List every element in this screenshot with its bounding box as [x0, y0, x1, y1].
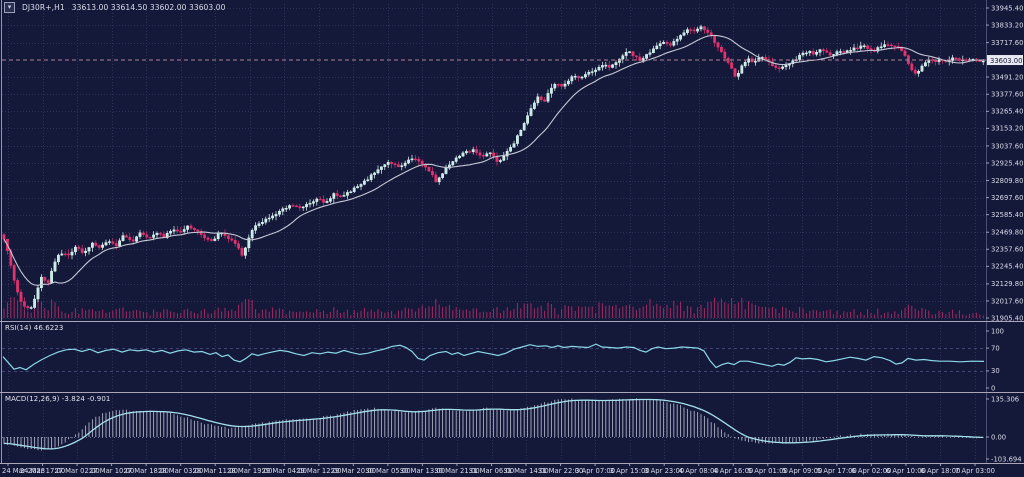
current-price-marker: 33603.00 — [2, 55, 1023, 66]
svg-text:3 Apr 15:00: 3 Apr 15:00 — [610, 467, 650, 475]
svg-text:29 Mar 20:00: 29 Mar 20:00 — [331, 467, 376, 475]
svg-text:28 Mar 03:00: 28 Mar 03:00 — [158, 467, 203, 475]
svg-text:5 Apr 09:00: 5 Apr 09:00 — [782, 467, 822, 475]
svg-text:27 Mar 10:00: 27 Mar 10:00 — [89, 467, 134, 475]
svg-text:32809.80: 32809.80 — [991, 177, 1023, 185]
svg-text:24 Mar 2023: 24 Mar 2023 — [2, 467, 45, 475]
grid-layer — [2, 4, 986, 319]
svg-text:27 Mar 02:00: 27 Mar 02:00 — [54, 467, 99, 475]
svg-text:33037.60: 33037.60 — [991, 142, 1023, 150]
panel-separator[interactable] — [0, 321, 1024, 322]
svg-text:31 Mar 06:00: 31 Mar 06:00 — [469, 467, 514, 475]
svg-text:32469.80: 32469.80 — [991, 229, 1023, 237]
svg-text:28 Mar 19:00: 28 Mar 19:00 — [227, 467, 272, 475]
macd-panel[interactable]: 135.306 0.00 -103.694 MACD(12,26,9) -3.824… — [0, 393, 1024, 463]
rsi-grid — [2, 325, 986, 389]
svg-text:3 Apr 07:00: 3 Apr 07:00 — [575, 467, 615, 475]
chart-menu-icon[interactable]: ▾ — [4, 2, 15, 13]
macd-canvas[interactable]: 135.306 0.00 -103.694 — [0, 393, 1024, 463]
macd-signal-line — [3, 398, 984, 450]
panel-separator — [0, 463, 1024, 464]
svg-text:30 Mar 13:00: 30 Mar 13:00 — [400, 467, 445, 475]
svg-text:7 Apr 03:00: 7 Apr 03:00 — [955, 467, 995, 475]
svg-text:32017.60: 32017.60 — [991, 297, 1023, 305]
svg-text:70: 70 — [991, 344, 1000, 352]
svg-text:-103.694: -103.694 — [991, 455, 1022, 463]
svg-text:29 Mar 12:00: 29 Mar 12:00 — [296, 467, 341, 475]
svg-text:29 Mar 04:00: 29 Mar 04:00 — [262, 467, 307, 475]
price-chart-canvas[interactable]: 33603.00 33945.40 33833.20 33717.60 33491.20… — [0, 0, 1024, 321]
volume-bars — [3, 297, 984, 318]
svg-text:33945.40: 33945.40 — [991, 4, 1023, 12]
svg-text:28 Mar 11:00: 28 Mar 11:00 — [193, 467, 238, 475]
svg-text:31905.40: 31905.40 — [991, 314, 1023, 321]
chart-ohlc-values: 33613.00 33614.50 33602.00 33603.00 — [71, 3, 226, 12]
svg-text:32585.40: 32585.40 — [991, 211, 1023, 219]
svg-text:5 Apr 01:00: 5 Apr 01:00 — [748, 467, 788, 475]
svg-text:30: 30 — [991, 367, 1000, 375]
svg-text:135.306: 135.306 — [991, 395, 1019, 403]
svg-text:100: 100 — [991, 327, 1004, 335]
chart-symbol-timeframe: DJ30R+,H1 — [22, 3, 65, 12]
svg-text:33603.00: 33603.00 — [990, 57, 1022, 65]
rsi-axis-labels: 100 70 30 0 — [986, 322, 1004, 392]
svg-text:31 Mar 14:00: 31 Mar 14:00 — [503, 467, 548, 475]
svg-text:6 Apr 18:00: 6 Apr 18:00 — [920, 467, 960, 475]
svg-text:0: 0 — [991, 384, 995, 392]
price-axis-labels: 33945.40 33833.20 33717.60 33491.20 33377.60… — [986, 0, 1023, 321]
svg-text:27 Mar 18:00: 27 Mar 18:00 — [123, 467, 168, 475]
svg-text:32925.40: 32925.40 — [991, 159, 1023, 167]
price-chart-panel[interactable]: 33603.00 33945.40 33833.20 33717.60 33491.20… — [0, 0, 1024, 321]
rsi-panel[interactable]: 100 70 30 0 RSI(14) 46.6223 — [0, 322, 1024, 392]
svg-text:33265.40: 33265.40 — [991, 108, 1023, 116]
svg-text:0.00: 0.00 — [991, 433, 1006, 441]
svg-text:24 Mar 17:00: 24 Mar 17:00 — [20, 467, 65, 475]
svg-text:33833.20: 33833.20 — [991, 21, 1023, 29]
time-axis[interactable]: 24 Mar 2023 24 Mar 17:00 27 Mar 02:00 27 Ma… — [0, 464, 1024, 477]
ma-line — [3, 34, 984, 286]
rsi-canvas[interactable]: 100 70 30 0 — [0, 322, 1024, 392]
svg-text:30 Mar 21:00: 30 Mar 21:00 — [434, 467, 479, 475]
svg-text:6 Apr 10:00: 6 Apr 10:00 — [886, 467, 926, 475]
panel-separator[interactable] — [0, 392, 1024, 393]
macd-histogram — [3, 398, 984, 451]
svg-text:33377.60: 33377.60 — [991, 91, 1023, 99]
macd-axis-labels: 135.306 0.00 -103.694 — [986, 393, 1022, 463]
svg-text:4 Apr 08:00: 4 Apr 08:00 — [679, 467, 719, 475]
svg-text:33153.20: 33153.20 — [991, 125, 1023, 133]
svg-text:3 Apr 23:00: 3 Apr 23:00 — [644, 467, 684, 475]
rsi-line-layer — [2, 343, 985, 371]
chart-title: ▾ DJ30R+,H1 33613.00 33614.50 33602.00 3… — [4, 2, 226, 13]
svg-text:32129.80: 32129.80 — [991, 280, 1023, 288]
rsi-label: RSI(14) 46.6223 — [5, 324, 64, 332]
macd-grid — [2, 395, 986, 461]
svg-text:6 Apr 02:00: 6 Apr 02:00 — [851, 467, 891, 475]
svg-text:4 Apr 16:00: 4 Apr 16:00 — [713, 467, 753, 475]
svg-text:32697.60: 32697.60 — [991, 194, 1023, 202]
macd-label: MACD(12,26,9) -3.824 -0.901 — [5, 395, 111, 403]
svg-text:32357.60: 32357.60 — [991, 246, 1023, 254]
svg-text:33491.20: 33491.20 — [991, 73, 1023, 81]
svg-text:30 Mar 05:00: 30 Mar 05:00 — [365, 467, 410, 475]
svg-text:32245.40: 32245.40 — [991, 263, 1023, 271]
svg-text:5 Apr 17:00: 5 Apr 17:00 — [817, 467, 857, 475]
svg-text:31 Mar 22:00: 31 Mar 22:00 — [538, 467, 583, 475]
svg-text:33717.60: 33717.60 — [991, 39, 1023, 47]
